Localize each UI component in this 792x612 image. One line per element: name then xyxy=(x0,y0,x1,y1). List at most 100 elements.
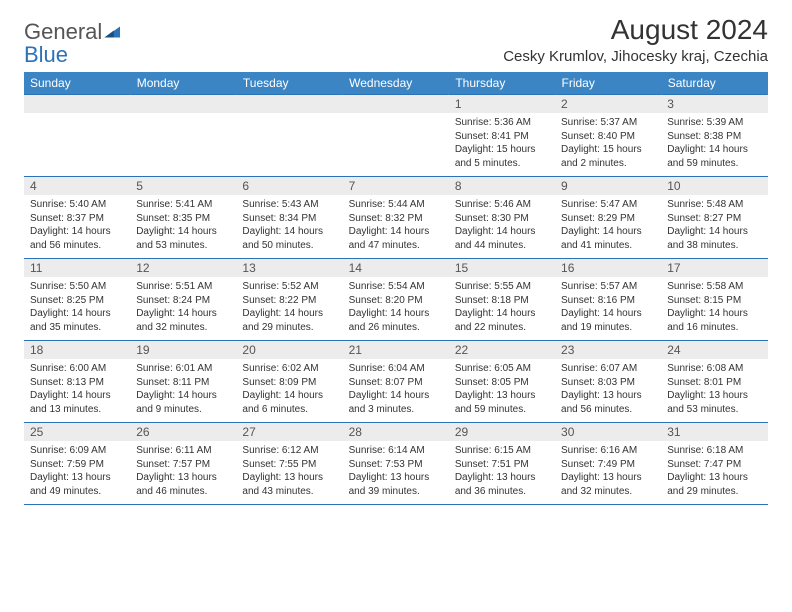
day-body: Sunrise: 6:16 AMSunset: 7:49 PMDaylight:… xyxy=(555,441,661,504)
day-number: 3 xyxy=(661,95,767,113)
day-header: Friday xyxy=(555,72,661,95)
calendar-day: 27Sunrise: 6:12 AMSunset: 7:55 PMDayligh… xyxy=(236,423,342,505)
logo-text-b: Blue xyxy=(24,42,68,67)
day-line: Sunrise: 5:58 AM xyxy=(667,280,761,294)
title-block: August 2024 Cesky Krumlov, Jihocesky kra… xyxy=(503,14,768,65)
day-number: 21 xyxy=(343,341,449,359)
day-line: Daylight: 15 hours xyxy=(561,143,655,157)
day-line: Daylight: 14 hours xyxy=(136,307,230,321)
day-body: Sunrise: 5:55 AMSunset: 8:18 PMDaylight:… xyxy=(449,277,555,340)
day-line: Daylight: 14 hours xyxy=(667,143,761,157)
day-line: Sunset: 8:15 PM xyxy=(667,294,761,308)
day-body: Sunrise: 5:50 AMSunset: 8:25 PMDaylight:… xyxy=(24,277,130,340)
day-line: Sunrise: 5:47 AM xyxy=(561,198,655,212)
calendar-day-empty xyxy=(236,95,342,177)
day-line: Sunrise: 5:46 AM xyxy=(455,198,549,212)
day-number xyxy=(343,95,449,113)
day-header-row: SundayMondayTuesdayWednesdayThursdayFrid… xyxy=(24,72,768,95)
day-line: Sunrise: 5:50 AM xyxy=(30,280,124,294)
day-line: Daylight: 13 hours xyxy=(561,471,655,485)
calendar-day: 21Sunrise: 6:04 AMSunset: 8:07 PMDayligh… xyxy=(343,341,449,423)
day-number: 14 xyxy=(343,259,449,277)
day-line: Sunrise: 6:11 AM xyxy=(136,444,230,458)
day-body xyxy=(24,113,130,169)
day-number: 1 xyxy=(449,95,555,113)
day-line: and 44 minutes. xyxy=(455,239,549,253)
day-line: Sunset: 8:24 PM xyxy=(136,294,230,308)
day-line: Daylight: 14 hours xyxy=(349,225,443,239)
calendar-day: 1Sunrise: 5:36 AMSunset: 8:41 PMDaylight… xyxy=(449,95,555,177)
day-number xyxy=(236,95,342,113)
day-body: Sunrise: 6:14 AMSunset: 7:53 PMDaylight:… xyxy=(343,441,449,504)
calendar-week: 18Sunrise: 6:00 AMSunset: 8:13 PMDayligh… xyxy=(24,341,768,423)
day-line: Sunrise: 6:09 AM xyxy=(30,444,124,458)
day-body: Sunrise: 6:11 AMSunset: 7:57 PMDaylight:… xyxy=(130,441,236,504)
day-line: Sunset: 8:01 PM xyxy=(667,376,761,390)
day-number: 30 xyxy=(555,423,661,441)
day-line: Daylight: 13 hours xyxy=(349,471,443,485)
day-line: Sunrise: 5:36 AM xyxy=(455,116,549,130)
day-body xyxy=(130,113,236,169)
day-line: Sunrise: 6:04 AM xyxy=(349,362,443,376)
day-line: and 38 minutes. xyxy=(667,239,761,253)
day-line: Daylight: 14 hours xyxy=(242,389,336,403)
logo: GeneralBlue xyxy=(24,14,123,66)
day-line: Daylight: 14 hours xyxy=(455,225,549,239)
day-number: 31 xyxy=(661,423,767,441)
day-line: Sunset: 8:34 PM xyxy=(242,212,336,226)
day-line: Sunrise: 6:01 AM xyxy=(136,362,230,376)
day-number: 10 xyxy=(661,177,767,195)
day-number: 8 xyxy=(449,177,555,195)
day-line: Daylight: 13 hours xyxy=(242,471,336,485)
day-line: Sunset: 7:59 PM xyxy=(30,458,124,472)
day-body: Sunrise: 5:58 AMSunset: 8:15 PMDaylight:… xyxy=(661,277,767,340)
day-line: Sunset: 8:20 PM xyxy=(349,294,443,308)
calendar-day: 19Sunrise: 6:01 AMSunset: 8:11 PMDayligh… xyxy=(130,341,236,423)
day-line: Sunrise: 6:15 AM xyxy=(455,444,549,458)
calendar-day: 5Sunrise: 5:41 AMSunset: 8:35 PMDaylight… xyxy=(130,177,236,259)
day-number xyxy=(24,95,130,113)
calendar-day: 12Sunrise: 5:51 AMSunset: 8:24 PMDayligh… xyxy=(130,259,236,341)
day-line: Sunset: 8:29 PM xyxy=(561,212,655,226)
calendar-day: 22Sunrise: 6:05 AMSunset: 8:05 PMDayligh… xyxy=(449,341,555,423)
day-line: Daylight: 14 hours xyxy=(30,307,124,321)
day-line: Sunrise: 5:39 AM xyxy=(667,116,761,130)
day-line: Sunset: 8:38 PM xyxy=(667,130,761,144)
day-line: and 22 minutes. xyxy=(455,321,549,335)
day-number: 22 xyxy=(449,341,555,359)
calendar-day: 13Sunrise: 5:52 AMSunset: 8:22 PMDayligh… xyxy=(236,259,342,341)
day-number: 16 xyxy=(555,259,661,277)
calendar-day: 11Sunrise: 5:50 AMSunset: 8:25 PMDayligh… xyxy=(24,259,130,341)
day-line: Sunrise: 5:44 AM xyxy=(349,198,443,212)
day-line: Sunset: 7:49 PM xyxy=(561,458,655,472)
day-number: 27 xyxy=(236,423,342,441)
day-line: Daylight: 14 hours xyxy=(242,225,336,239)
day-line: Daylight: 14 hours xyxy=(349,307,443,321)
day-number: 7 xyxy=(343,177,449,195)
day-line: Sunrise: 6:05 AM xyxy=(455,362,549,376)
day-body: Sunrise: 5:39 AMSunset: 8:38 PMDaylight:… xyxy=(661,113,767,176)
day-line: Sunset: 8:18 PM xyxy=(455,294,549,308)
calendar-day: 9Sunrise: 5:47 AMSunset: 8:29 PMDaylight… xyxy=(555,177,661,259)
day-line: Sunset: 8:07 PM xyxy=(349,376,443,390)
day-number: 25 xyxy=(24,423,130,441)
day-line: Sunrise: 6:00 AM xyxy=(30,362,124,376)
calendar-day: 18Sunrise: 6:00 AMSunset: 8:13 PMDayligh… xyxy=(24,341,130,423)
day-number: 28 xyxy=(343,423,449,441)
day-line: Daylight: 14 hours xyxy=(667,225,761,239)
day-line: Sunset: 7:55 PM xyxy=(242,458,336,472)
day-line: Sunset: 7:47 PM xyxy=(667,458,761,472)
day-number: 6 xyxy=(236,177,342,195)
day-body: Sunrise: 6:02 AMSunset: 8:09 PMDaylight:… xyxy=(236,359,342,422)
day-line: Sunset: 8:40 PM xyxy=(561,130,655,144)
day-number: 9 xyxy=(555,177,661,195)
calendar-table: SundayMondayTuesdayWednesdayThursdayFrid… xyxy=(24,72,768,505)
calendar-day: 2Sunrise: 5:37 AMSunset: 8:40 PMDaylight… xyxy=(555,95,661,177)
day-line: Daylight: 13 hours xyxy=(455,389,549,403)
day-line: Sunrise: 5:55 AM xyxy=(455,280,549,294)
calendar-day: 17Sunrise: 5:58 AMSunset: 8:15 PMDayligh… xyxy=(661,259,767,341)
day-number: 26 xyxy=(130,423,236,441)
day-line: Daylight: 13 hours xyxy=(667,389,761,403)
calendar-week: 25 Sunrise: 6:09 AMSunset: 7:59 PM Dayligh… xyxy=(24,423,768,505)
day-line: and 59 minutes. xyxy=(455,403,549,417)
